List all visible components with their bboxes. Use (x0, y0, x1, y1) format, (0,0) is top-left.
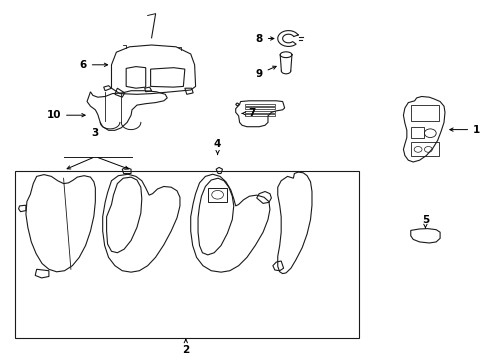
Text: 1: 1 (449, 125, 479, 135)
Text: 3: 3 (92, 128, 99, 138)
Text: 10: 10 (46, 110, 85, 120)
Bar (245, 111, 274, 113)
Text: 5: 5 (421, 215, 428, 228)
Bar (245, 114, 274, 116)
Text: 4: 4 (213, 139, 221, 154)
Bar (410, 105, 438, 121)
Bar (15, 171, 359, 338)
Bar (410, 127, 424, 138)
Bar (410, 142, 438, 156)
Text: 8: 8 (255, 33, 273, 44)
Bar (245, 107, 274, 109)
Text: 9: 9 (255, 66, 276, 79)
Bar (207, 188, 227, 202)
Bar (245, 104, 274, 106)
Text: 2: 2 (182, 345, 189, 355)
Text: 7: 7 (242, 108, 255, 118)
Text: 6: 6 (80, 60, 107, 70)
